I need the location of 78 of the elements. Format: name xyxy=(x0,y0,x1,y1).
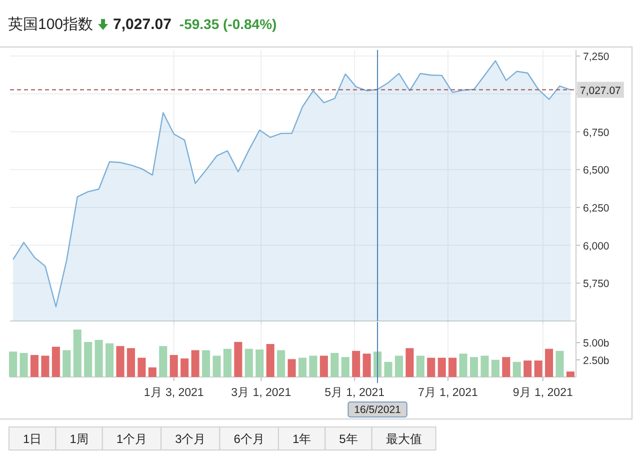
text: 5年 xyxy=(339,432,358,446)
bar xyxy=(244,348,253,377)
bar xyxy=(234,342,242,377)
bar xyxy=(20,352,28,377)
bar xyxy=(491,360,500,377)
y-tick-label: 6,750 xyxy=(583,126,610,139)
bar xyxy=(148,367,156,377)
bar xyxy=(352,350,360,377)
y-tick-label: 5,750 xyxy=(583,278,610,290)
ref-line-label: 16/5/2021 xyxy=(354,404,402,416)
x-tick-label: 9月 1, 2021 xyxy=(512,386,573,399)
bar xyxy=(73,330,82,377)
chart-title: 英国100指数 xyxy=(8,16,94,33)
bar xyxy=(320,356,328,377)
bar xyxy=(459,354,468,377)
x-tick-label: 1月 3, 2021 xyxy=(144,386,204,399)
bar xyxy=(180,358,189,377)
y-tick-label: 7,250 xyxy=(583,51,610,64)
bar xyxy=(212,356,221,377)
y-tick-label: 2.50b xyxy=(583,354,610,367)
bar xyxy=(223,348,232,377)
bar xyxy=(288,359,296,377)
bar xyxy=(9,352,18,377)
bar xyxy=(94,340,103,377)
bar xyxy=(202,350,210,377)
bar xyxy=(416,356,424,377)
text: 1个月 xyxy=(116,432,148,446)
bar xyxy=(512,362,521,377)
bar xyxy=(277,350,286,377)
bar xyxy=(556,350,564,377)
ref-line-label: 7,027.07 xyxy=(580,84,622,97)
text: 1日 xyxy=(23,432,42,446)
bar xyxy=(448,358,457,377)
bar xyxy=(427,358,436,377)
bar xyxy=(534,360,542,377)
bar xyxy=(138,358,146,377)
bar xyxy=(170,355,178,377)
x-tick-label: 3月 1, 2021 xyxy=(231,386,292,399)
bar xyxy=(394,356,403,377)
bar xyxy=(52,346,60,377)
text: -59.35 (-0.84%) xyxy=(179,16,277,32)
bar xyxy=(84,342,92,377)
bar xyxy=(30,355,39,377)
bar xyxy=(341,357,350,377)
bar xyxy=(362,354,371,377)
bar xyxy=(502,357,510,377)
text: 1年 xyxy=(292,432,312,446)
bar xyxy=(438,358,446,377)
chart-subtitle: 7,027.07 xyxy=(113,16,172,33)
bar xyxy=(106,343,114,377)
bar xyxy=(126,348,135,377)
y-tick-label: 6,500 xyxy=(583,164,610,177)
bar xyxy=(256,350,264,377)
text: 6个月 xyxy=(234,432,264,446)
bar xyxy=(545,348,554,377)
bar xyxy=(384,362,392,377)
bar xyxy=(191,350,200,377)
bar xyxy=(41,356,50,377)
y-tick-label: 5.00b xyxy=(583,338,610,350)
bar xyxy=(298,358,307,377)
bar xyxy=(406,348,414,377)
bar xyxy=(62,350,71,377)
bar xyxy=(480,356,489,377)
bar xyxy=(566,372,574,377)
bar xyxy=(116,346,124,377)
x-tick-label: 5月 1, 2021 xyxy=(324,386,385,399)
text: 3个月 xyxy=(175,432,206,446)
y-tick-label: 6,000 xyxy=(583,240,610,252)
text: 最大值 xyxy=(386,432,422,446)
bar xyxy=(309,356,318,377)
bar xyxy=(266,344,274,377)
y-tick-label: 6,250 xyxy=(583,202,610,214)
x-tick-label: 7月 1, 2021 xyxy=(418,386,478,399)
bar xyxy=(159,346,168,377)
bar xyxy=(330,352,339,377)
bar xyxy=(470,357,478,377)
text: 1周 xyxy=(70,432,88,446)
bar xyxy=(524,360,532,377)
